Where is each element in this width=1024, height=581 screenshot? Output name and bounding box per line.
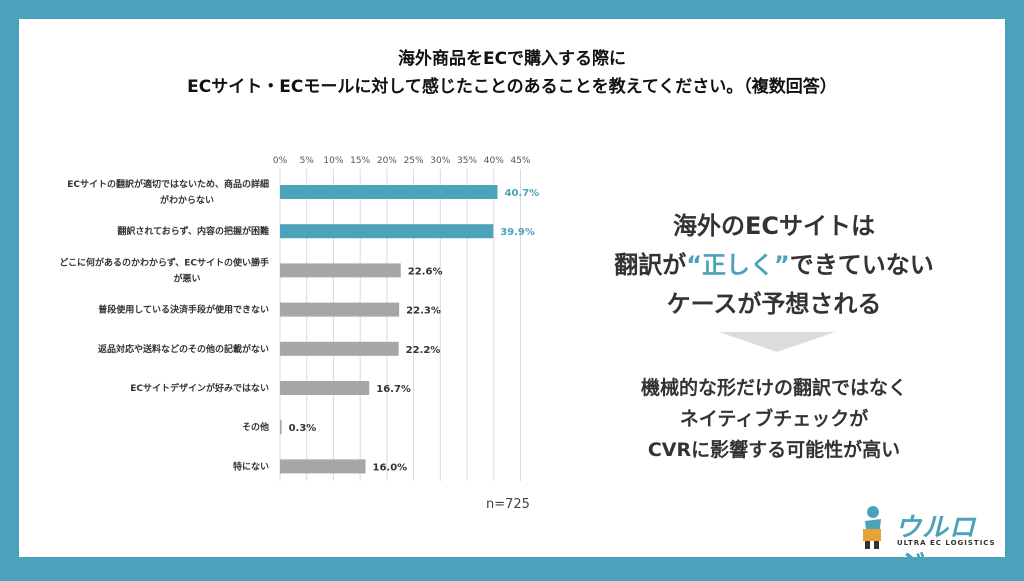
data-label: 39.9% <box>500 227 535 238</box>
key-finding-line-2-b: できていない <box>789 251 934 279</box>
category-label: ECサイトの翻訳が適切ではないため、商品の詳細 <box>67 178 269 190</box>
bar <box>280 341 399 356</box>
category-label: どこに何があるのかわからず、ECサイトの使い勝手 <box>59 256 269 268</box>
category-label: 普段使用している決済手段が使用できない <box>98 304 269 316</box>
brand-logo: ウルロジ ULTRA EC LOGISTICS <box>851 503 1001 580</box>
x-tick-label: 45% <box>510 156 530 166</box>
x-tick-label: 40% <box>484 156 504 166</box>
key-finding-line-2: 翻訳が“正しく”できていない <box>579 246 969 285</box>
category-label: がわからない <box>160 194 214 206</box>
category-label: ECサイトデザインが好みではない <box>130 382 269 394</box>
x-tick-label: 20% <box>377 156 397 166</box>
conclusion-line-2: ネイティブチェックが <box>679 408 869 430</box>
sample-size-label: n=725 <box>486 497 530 512</box>
data-label: 16.0% <box>373 462 408 473</box>
category-label: が悪い <box>173 272 200 284</box>
bar <box>280 224 494 239</box>
x-tick-label: 10% <box>323 156 343 166</box>
x-tick-label: 15% <box>350 156 370 166</box>
x-tick-label: 30% <box>430 156 450 166</box>
bar <box>280 263 401 278</box>
category-label: その他 <box>242 421 269 433</box>
bar <box>280 420 282 435</box>
down-arrow-icon <box>719 332 835 352</box>
page-title: 海外商品をECで購入する際に ECサイト・ECモールに対して感じたことのあること… <box>19 45 1005 101</box>
data-label: 40.7% <box>505 188 540 199</box>
category-label: 返品対応や送料などのその他の記載がない <box>98 343 269 355</box>
bar <box>280 302 400 317</box>
conclusion: 機械的な形だけの翻訳ではなく ネイティブチェックが CVRに影響する可能性が高い <box>579 373 969 466</box>
key-finding-highlight: “正しく” <box>686 251 790 279</box>
data-label: 22.6% <box>408 266 443 277</box>
x-tick-label: 35% <box>457 156 477 166</box>
mascot-icon <box>863 506 881 549</box>
key-finding-line-1: 海外のECサイトは <box>672 212 875 240</box>
logo-tagline: ULTRA EC LOGISTICS <box>897 539 996 547</box>
data-label: 16.7% <box>376 384 411 395</box>
bar-chart: 0% 5% 10% 15% 20% 25% 30% 35% 40% 45% ECサイトの翻訳が適切で… <box>59 156 540 481</box>
x-tick-label: 0% <box>273 156 288 166</box>
category-label: 特にない <box>233 460 269 472</box>
conclusion-line-1: 機械的な形だけの翻訳ではなく <box>640 377 907 399</box>
x-tick-label: 25% <box>404 156 424 166</box>
category-label: 翻訳されておらず、内容の把握が困難 <box>117 225 269 237</box>
title-line-2: ECサイト・ECモールに対して感じたことのあることを教えてください。（複数回答） <box>187 77 837 97</box>
key-finding-line-2-a: 翻訳が <box>614 251 687 279</box>
data-label: 22.2% <box>406 345 441 356</box>
data-label: 22.3% <box>406 306 441 317</box>
key-finding-line-3: ケースが予想される <box>666 290 882 318</box>
slide: 海外商品をECで購入する際に ECサイト・ECモールに対して感じたことのあること… <box>19 19 1005 580</box>
conclusion-line-3: CVRに影響する可能性が高い <box>647 439 901 461</box>
bar <box>280 185 498 199</box>
bar <box>280 459 366 474</box>
logo-name: ウルロジ <box>895 513 977 580</box>
key-finding: 海外のECサイトは 翻訳が“正しく”できていない ケースが予想される <box>579 207 969 324</box>
bar <box>280 381 370 395</box>
x-tick-label: 5% <box>300 156 315 166</box>
title-line-1: 海外商品をECで購入する際に <box>397 49 627 69</box>
data-label: 0.3% <box>289 423 317 434</box>
